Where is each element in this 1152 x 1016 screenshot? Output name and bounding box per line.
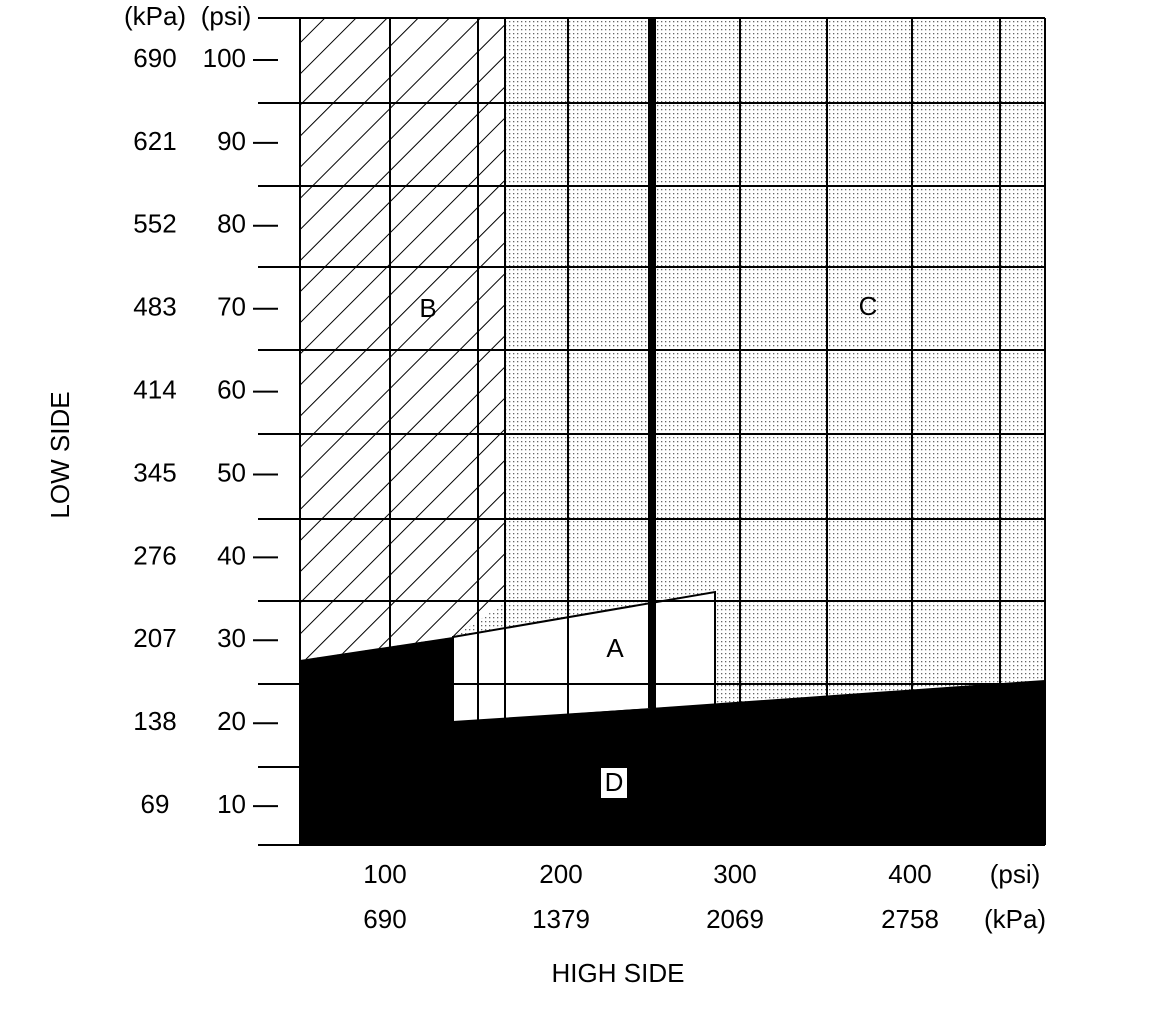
y-tick-psi: 80 — [217, 209, 246, 239]
x-unit-label: (psi) — [990, 859, 1041, 889]
y-unit-label: (psi) — [201, 1, 252, 31]
x-tick-psi: 200 — [539, 859, 582, 889]
x-tick-kpa: 2758 — [881, 904, 939, 934]
x-tick-psi: 100 — [363, 859, 406, 889]
x-tick-kpa: 690 — [363, 904, 406, 934]
y-tick-psi: 60 — [217, 374, 246, 404]
region-a-label: A — [606, 633, 624, 663]
region-c-label: C — [859, 291, 878, 321]
x-unit-label: (kPa) — [984, 904, 1046, 934]
x-tick-psi: 300 — [713, 859, 756, 889]
y-tick-psi: 10 — [217, 789, 246, 819]
y-tick-psi: 20 — [217, 706, 246, 736]
y-tick-kpa: 483 — [133, 292, 176, 322]
x-tick-psi: 400 — [888, 859, 931, 889]
region-d-label: D — [605, 767, 624, 797]
y-tick-psi: 40 — [217, 540, 246, 570]
y-unit-label: (kPa) — [124, 1, 186, 31]
y-tick-kpa: 207 — [133, 623, 176, 653]
y-tick-psi: 30 — [217, 623, 246, 653]
y-tick-psi: 50 — [217, 457, 246, 487]
y-tick-kpa: 138 — [133, 706, 176, 736]
y-axis-title: LOW SIDE — [45, 391, 75, 518]
y-tick-kpa: 690 — [133, 43, 176, 73]
y-tick-kpa: 414 — [133, 374, 176, 404]
y-tick-psi: 70 — [217, 292, 246, 322]
y-tick-kpa: 621 — [133, 126, 176, 156]
x-axis-title: HIGH SIDE — [552, 958, 685, 988]
y-tick-psi: 100 — [203, 43, 246, 73]
region-b-area — [300, 18, 505, 660]
region-d-area — [300, 637, 1045, 845]
y-tick-kpa: 345 — [133, 457, 176, 487]
y-tick-kpa: 276 — [133, 540, 176, 570]
region-d-label-box — [601, 768, 627, 798]
x-tick-kpa: 2069 — [706, 904, 764, 934]
y-tick-psi: 90 — [217, 126, 246, 156]
y-tick-kpa: 69 — [141, 789, 170, 819]
y-tick-kpa: 552 — [133, 209, 176, 239]
region-b-label: B — [419, 293, 436, 323]
x-tick-kpa: 1379 — [532, 904, 590, 934]
